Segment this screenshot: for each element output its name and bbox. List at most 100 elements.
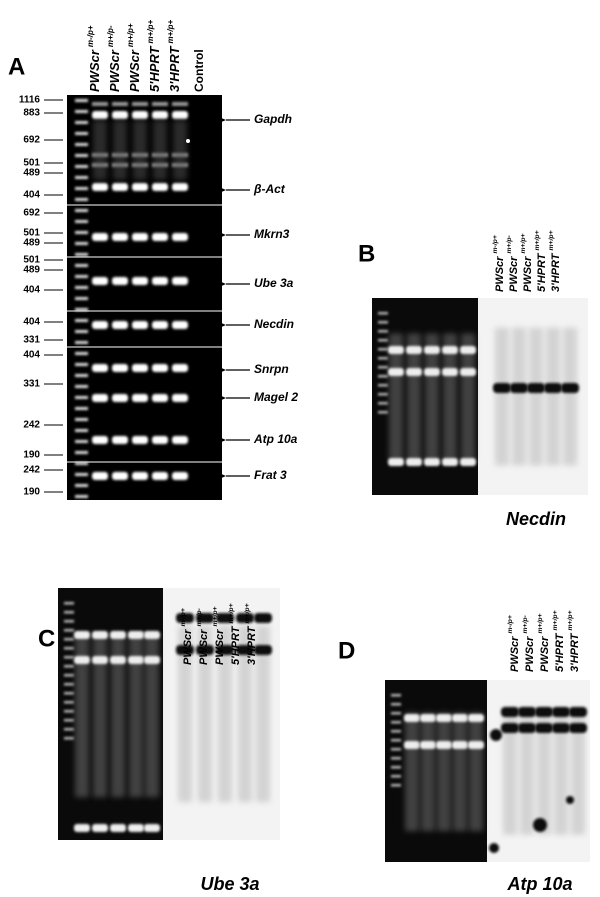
smear (178, 625, 192, 803)
smear (529, 327, 543, 466)
band (112, 277, 128, 285)
ladder-band (378, 321, 388, 324)
ladder-band (75, 341, 88, 344)
band (144, 824, 160, 832)
panel-caption: Atp 10a (506, 874, 572, 894)
band (112, 233, 128, 241)
lane-genotype: m+/p- (522, 614, 529, 633)
band (501, 723, 519, 733)
ladder-band (391, 739, 401, 742)
panel-letter: C (38, 625, 55, 652)
ladder-band (75, 99, 88, 102)
ladder-band (391, 748, 401, 751)
ladder-band (75, 396, 88, 399)
lane-label: PWScr m+/p+ (537, 613, 551, 672)
blot-spot (566, 796, 574, 804)
band (420, 741, 436, 749)
panel-letter: A (8, 53, 25, 80)
gene-label: Necdin (254, 317, 294, 331)
size-marker: 489 (23, 265, 40, 276)
band (442, 458, 458, 466)
ladder-band (75, 121, 88, 124)
ladder-band (64, 665, 74, 668)
lane-label: PWScr m-/p+ (86, 25, 102, 92)
panel-letter: B (358, 240, 375, 267)
ladder-band (75, 495, 88, 498)
ladder-band (378, 375, 388, 378)
band (92, 656, 108, 664)
band (110, 631, 126, 639)
ladder-band (75, 231, 88, 234)
band (128, 824, 144, 832)
size-marker: 404 (23, 190, 40, 201)
lane-name: PWScr (198, 629, 210, 665)
band (460, 368, 476, 376)
lane-label: 5'HPRTm+/p+ (534, 230, 548, 292)
band (535, 707, 553, 717)
band (535, 723, 553, 733)
band (112, 436, 128, 444)
band (452, 714, 468, 722)
band (493, 383, 511, 393)
blot-spot (490, 729, 502, 741)
band (172, 472, 188, 480)
lane-genotype: m+/p+ (537, 613, 544, 633)
ladder-band (64, 674, 74, 677)
band (152, 183, 168, 191)
band (404, 714, 420, 722)
band (424, 368, 440, 376)
blot-spot (489, 843, 499, 853)
ladder-band (75, 407, 88, 410)
ladder-band (64, 701, 74, 704)
smear (520, 707, 534, 835)
ladder-band (378, 366, 388, 369)
band (569, 707, 587, 717)
size-marker: 404 (23, 350, 40, 361)
band (152, 364, 168, 372)
band (112, 183, 128, 191)
lane-name: PWScr (494, 256, 506, 292)
gene-label: Ube 3a (254, 276, 294, 290)
panel-caption: Necdin (506, 509, 566, 529)
ladder-band (75, 418, 88, 421)
band (152, 277, 168, 285)
band (92, 233, 108, 241)
band (172, 436, 188, 444)
smear (461, 333, 475, 462)
band (236, 613, 254, 623)
lane-label: 5'HPRTm+/p+ (146, 20, 162, 92)
ladder-band (64, 629, 74, 632)
band (172, 111, 188, 119)
smear (198, 625, 212, 803)
ladder-band (391, 775, 401, 778)
lane-name: PWScr (508, 256, 520, 292)
band (152, 233, 168, 241)
lane-name: 5'HPRT (554, 632, 566, 672)
lane-genotype: m+/p+ (534, 230, 541, 250)
ladder-band (64, 620, 74, 623)
band (132, 277, 148, 285)
lane-label: PWScr m+/p- (522, 614, 536, 672)
lane-genotype: m-/p+ (86, 25, 95, 47)
ladder-band (75, 209, 88, 212)
band (424, 458, 440, 466)
smear (425, 333, 439, 462)
ladder-band (75, 473, 88, 476)
lane-name: PWScr (182, 629, 194, 665)
lane-name: PWScr (522, 256, 534, 292)
ladder-band (75, 308, 88, 311)
lane-label: 3'HPRTm+/p+ (166, 20, 182, 92)
band (172, 321, 188, 329)
smear (153, 120, 167, 180)
lane-genotype: m-/p+ (507, 615, 514, 633)
smear (443, 333, 457, 462)
lane-genotype: m+/p+ (552, 610, 559, 630)
ladder-band (378, 312, 388, 315)
band (172, 183, 188, 191)
band (132, 394, 148, 402)
band (92, 321, 108, 329)
band (172, 277, 188, 285)
smear (571, 707, 585, 835)
